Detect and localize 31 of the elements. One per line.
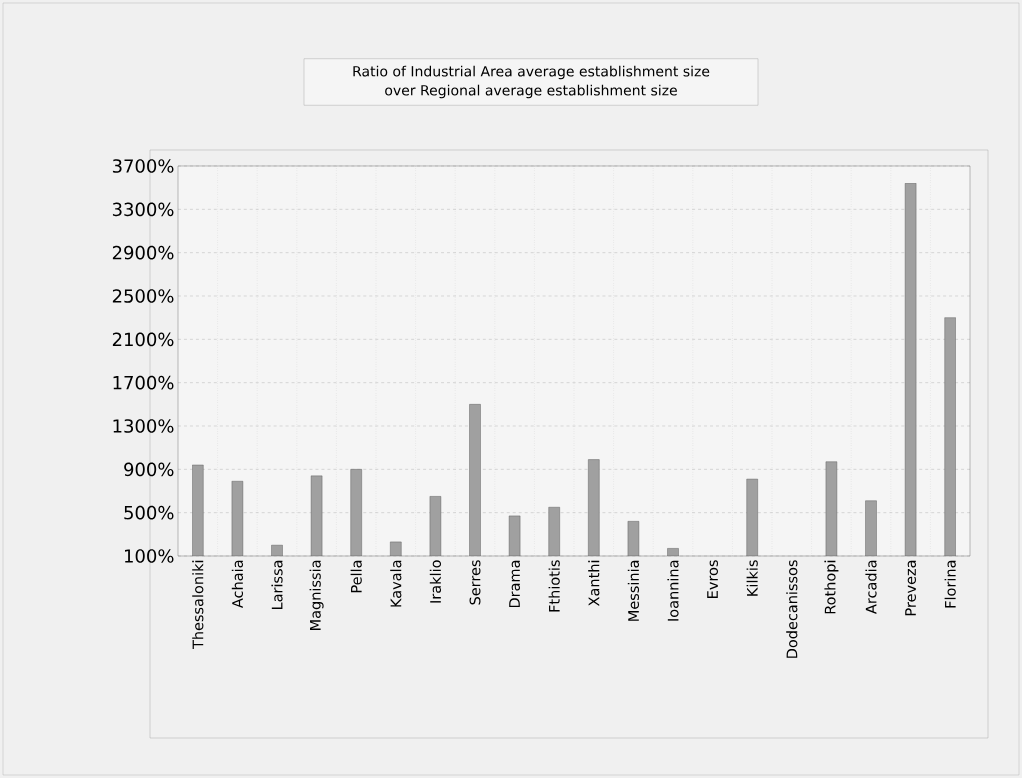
y-tick-label: 2500% [112,289,174,303]
x-tick-label: Iraklio [429,560,442,603]
y-tick-label: 500% [124,505,174,520]
x-tick-label: Kavala [390,560,402,607]
y-tick-label: 100% [125,549,174,563]
x-tick-label: Thessaloniki [192,560,204,650]
x-tick-label: Dodecanissos [786,560,798,658]
y-tick-label: 2100% [112,332,174,347]
chart-title: Ratio of Industrial Area average establishment size over Regional average establishment size [353,65,710,99]
y-tick-label: 3700% [112,159,174,173]
x-tick-label: Xanthi [588,560,600,606]
y-tick-label: 900% [124,462,174,477]
x-tick-label: Florina [944,560,956,608]
x-tick-label: Magnissia [309,560,324,630]
x-tick-label: Drama [509,560,520,608]
x-tick-label: Messinia [627,560,640,621]
x-tick-label: Evros [707,560,718,598]
x-tick-label: Rothopi [824,560,839,614]
x-tick-label: Kilkis [746,560,758,596]
y-tick-label: 3300% [112,202,174,217]
x-tick-label: Achaia [231,560,244,609]
y-tick-label: 1700% [113,375,174,390]
x-tick-label: Fthiotis [548,560,560,612]
y-tick-label: 1300% [113,419,174,433]
x-tick-label: Larissa [271,560,283,610]
x-tick-label: Preveza [905,560,916,616]
x-tick-label: Pella [350,560,362,593]
y-tick-label: 2900% [112,245,174,260]
x-tick-label: Ioannina [667,560,679,621]
x-tick-label: Serres [469,560,481,605]
x-tick-label: Arcadia [865,560,877,614]
